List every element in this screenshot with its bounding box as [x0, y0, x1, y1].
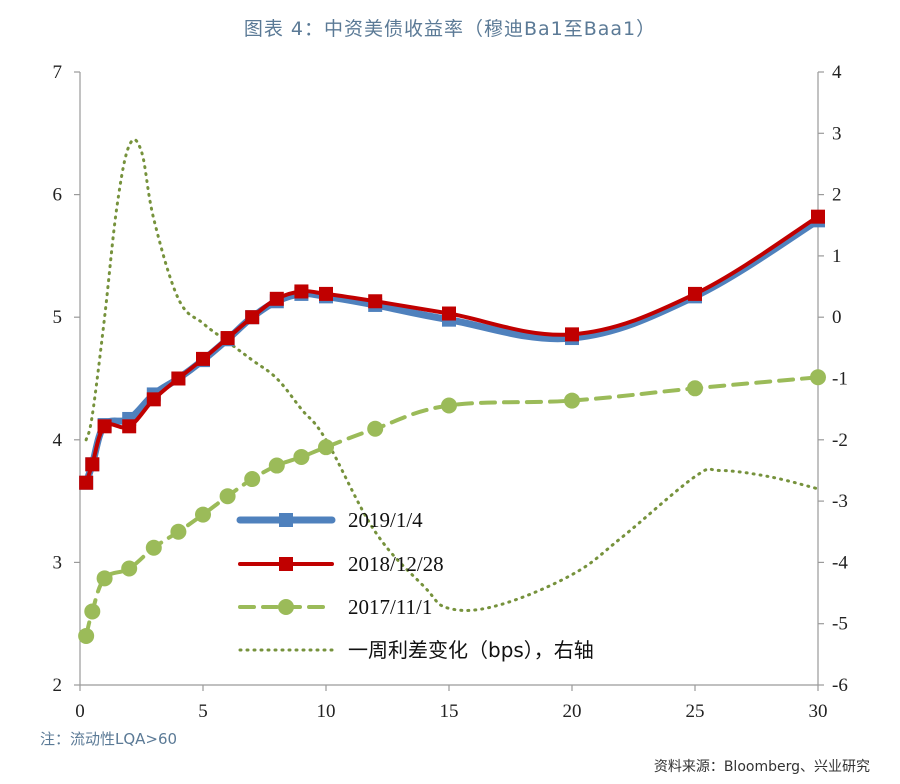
x-tick-label: 0 — [75, 701, 85, 722]
y-tick-label: 6 — [53, 185, 63, 206]
data-point — [79, 475, 94, 490]
legend-item: 2017/11/1 — [238, 595, 432, 619]
x-tick-label: 25 — [686, 701, 705, 722]
data-point — [171, 371, 186, 386]
data-point — [688, 286, 702, 301]
data-point — [170, 523, 187, 540]
series-3 — [84, 138, 820, 612]
series-line — [84, 214, 820, 485]
data-point — [195, 506, 211, 523]
data-point — [319, 286, 333, 301]
data-point — [85, 457, 100, 472]
y-tick-label: 7 — [53, 62, 63, 83]
data-point — [245, 310, 260, 325]
data-point — [565, 327, 579, 342]
data-point — [97, 419, 112, 434]
x-tick-label: 30 — [809, 701, 828, 722]
data-point — [318, 439, 334, 456]
data-point — [564, 392, 580, 409]
legend-item: 2019/1/4 — [236, 508, 423, 532]
source-note: 资料来源：Bloomberg、兴业研究 — [653, 759, 870, 775]
x-tick-label: 5 — [198, 701, 208, 722]
data-point — [293, 448, 310, 465]
data-point — [368, 294, 383, 309]
x-tick-label: 20 — [563, 701, 582, 722]
legend-label: 2017/11/1 — [348, 595, 432, 619]
data-point — [367, 420, 384, 437]
data-point — [268, 457, 285, 474]
series-line — [84, 375, 820, 638]
footnote: 注：流动性LQA>60 — [40, 730, 178, 748]
y2-tick-label: -4 — [832, 552, 848, 573]
data-point — [122, 419, 137, 434]
data-point — [96, 570, 113, 587]
y2-tick-label: -2 — [832, 430, 848, 451]
series-line — [82, 216, 822, 487]
data-point — [78, 627, 95, 644]
data-point — [294, 284, 309, 299]
series-1 — [79, 209, 825, 490]
data-point — [84, 603, 101, 620]
series-0 — [79, 213, 825, 490]
data-point — [220, 331, 235, 346]
legend: 2019/1/4 2018/12/28 2017/11/1 一周利差变化（bps），右… — [236, 508, 594, 662]
data-point — [811, 209, 825, 224]
data-point — [687, 380, 703, 397]
y2-tick-label: -1 — [832, 369, 848, 390]
data-point — [810, 369, 826, 386]
y2-tick-label: 1 — [832, 246, 842, 267]
data-point — [219, 488, 236, 505]
data-point — [196, 351, 210, 366]
legend-label: 2019/1/4 — [348, 508, 423, 532]
legend-marker — [279, 513, 293, 527]
y2-tick-label: 3 — [832, 123, 842, 144]
series-layer — [78, 138, 826, 644]
axes: 2 3 4 5 6 7 -6 -5 -4 -3 -2 -1 0 1 2 3 4 0 5 10 15 20 25 30 — [53, 62, 849, 722]
y2-tick-label: -5 — [832, 614, 848, 635]
chart-title: 图表 4：中资美债收益率（穆迪Ba1至Baa1） — [243, 18, 657, 40]
legend-marker — [279, 557, 293, 571]
data-point — [441, 397, 457, 414]
legend-label: 一周利差变化（bps），右轴 — [348, 638, 594, 662]
data-point — [146, 392, 161, 407]
y-tick-label: 2 — [53, 675, 63, 696]
y-tick-label: 4 — [53, 430, 63, 451]
legend-item: 2018/12/28 — [238, 552, 444, 576]
data-point — [145, 539, 162, 556]
x-tick-label: 10 — [317, 701, 336, 722]
legend-item: 一周利差变化（bps），右轴 — [238, 638, 594, 662]
y2-tick-label: 2 — [832, 185, 842, 206]
data-point — [121, 560, 138, 577]
legend-marker — [278, 599, 294, 615]
data-point — [244, 471, 261, 488]
y-tick-label: 5 — [53, 307, 63, 328]
y2-tick-label: -6 — [832, 675, 848, 696]
series-2 — [78, 369, 826, 644]
legend-label: 2018/12/28 — [348, 552, 444, 576]
data-point — [269, 291, 284, 306]
y2-tick-label: 4 — [832, 62, 842, 83]
series-line — [84, 138, 820, 612]
y-tick-label: 3 — [53, 552, 63, 573]
data-point — [442, 306, 456, 321]
y2-tick-label: 0 — [832, 307, 842, 328]
y2-tick-label: -3 — [832, 491, 848, 512]
x-tick-label: 15 — [440, 701, 459, 722]
